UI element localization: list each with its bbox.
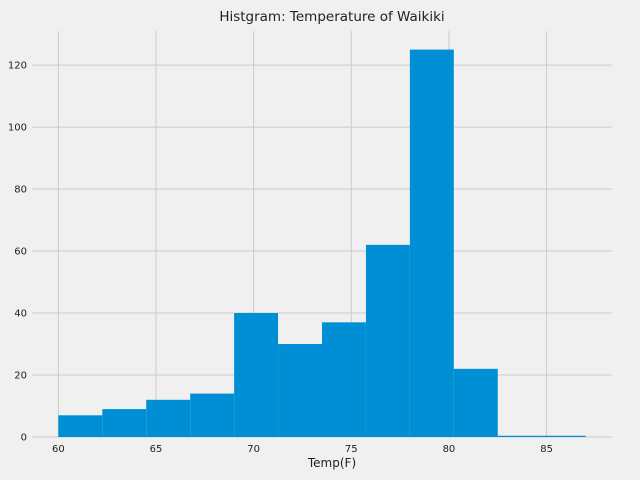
x-tick-label: 80 [443, 444, 456, 455]
x-tick-label: 75 [345, 444, 358, 455]
histogram-bar [102, 409, 147, 437]
histogram-bar [365, 244, 410, 437]
histogram-bar [541, 435, 586, 437]
x-tick-labels: 60 65 70 75 80 85 [52, 444, 553, 455]
histogram-bar [190, 393, 235, 437]
x-tick-label: 65 [150, 444, 163, 455]
histogram-bar [322, 322, 366, 437]
y-tick-label: 80 [14, 185, 27, 196]
histogram-bar [58, 415, 103, 437]
y-tick-label: 40 [14, 309, 27, 320]
y-tick-label: 120 [8, 61, 27, 72]
histogram-bar [409, 49, 454, 437]
histogram-bar [146, 399, 191, 437]
histogram-bars [58, 49, 586, 437]
y-tick-label: 0 [21, 433, 27, 444]
chart-title: Histgram: Temperature of Waikiki [219, 9, 444, 25]
y-tick-label: 100 [8, 123, 27, 134]
x-tick-label: 85 [540, 444, 553, 455]
histogram-bar [453, 368, 498, 437]
histogram-bar [234, 313, 279, 437]
histogram-bar [497, 435, 542, 437]
x-tick-label: 60 [52, 444, 65, 455]
y-tick-labels: 0 20 40 60 80 100 120 [8, 61, 27, 444]
y-tick-label: 20 [14, 371, 27, 382]
histogram-bar [278, 344, 322, 437]
y-tick-label: 60 [14, 247, 27, 258]
x-axis-label: Temp(F) [307, 456, 356, 470]
x-tick-label: 70 [247, 444, 260, 455]
